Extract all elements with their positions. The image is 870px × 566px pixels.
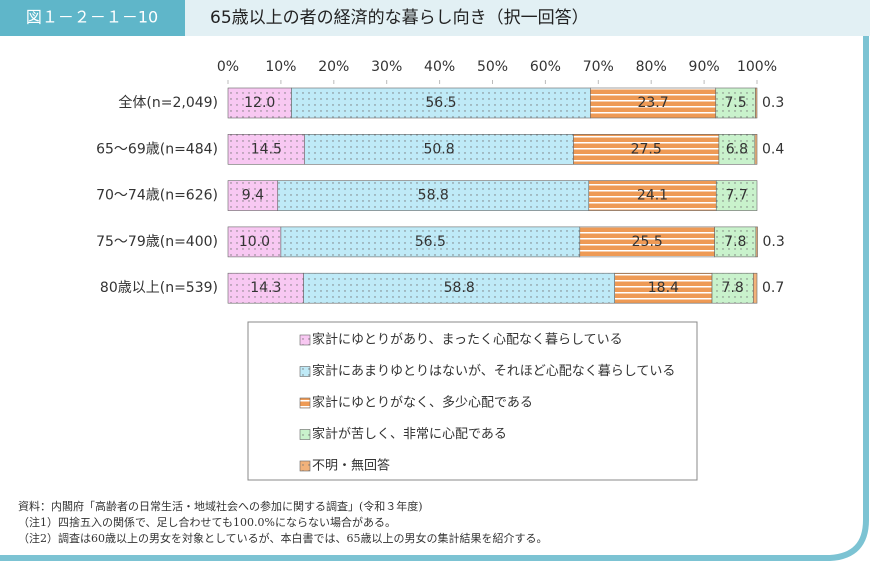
bar-segment [227, 272, 304, 304]
bar-segment [227, 226, 282, 258]
value-label: 25.5 [632, 234, 663, 250]
legend-label: 家計にあまりゆとりはないが、それほど心配なく暮らしている [312, 363, 675, 379]
bar-segment [614, 272, 713, 304]
x-tick-label: 70% [583, 59, 614, 75]
bar-segment [573, 134, 720, 165]
value-label: 12.0 [244, 95, 275, 111]
legend-swatch [299, 429, 311, 440]
bar-segment [588, 180, 717, 211]
value-label: 24.1 [637, 188, 668, 204]
bar-segment [590, 87, 717, 119]
bar-segment [227, 87, 292, 119]
x-tick-label: 90% [689, 59, 720, 75]
x-tick-label: 0% [217, 59, 239, 75]
figure-label-box [0, 0, 185, 36]
value-label: 56.5 [415, 234, 446, 250]
value-label: 23.7 [637, 95, 668, 111]
x-tick-label: 30% [371, 59, 402, 75]
value-label: 0.7 [762, 280, 784, 296]
value-label: 0.3 [763, 234, 785, 250]
bar-segment [303, 272, 615, 304]
bar-segment [277, 180, 590, 211]
chart-title: 65歳以上の者の経済的な暮らし向き（択一回答） [210, 8, 589, 28]
category-label: 75～79歳(n=400) [96, 234, 218, 250]
footnote: （注2）調査は60歳以上の男女を対象としているが、本白書では、65歳以上の男女の… [18, 531, 547, 545]
value-label: 0.4 [762, 141, 784, 157]
bar-segment [227, 134, 306, 165]
legend-swatch [299, 460, 311, 472]
frame [0, 36, 869, 561]
x-tick-label: 60% [530, 59, 561, 75]
legend-label: 家計にゆとりがあり、まったく心配なく暮らしている [312, 332, 623, 348]
legend-swatch [299, 334, 311, 346]
value-label: 0.3 [762, 95, 784, 111]
bar-segment [711, 272, 754, 304]
value-label: 10.0 [239, 234, 270, 250]
bar-segment [755, 87, 758, 119]
category-label: 全体(n=2,049) [118, 94, 218, 111]
footnote: 資料：内閣府「高齢者の日常生活・地域社会への参加に関する調査」(令和３年度) [18, 499, 423, 513]
value-label: 7.8 [722, 280, 744, 296]
legend-swatch [299, 397, 311, 409]
x-tick-label: 20% [318, 59, 349, 75]
footnote: （注1）四捨五入の関係で、足し合わせても100.0%にならない場合がある。 [18, 515, 396, 529]
bar-segment [755, 226, 758, 258]
x-tick-label: 100% [737, 59, 777, 75]
legend-label: 不明・無回答 [312, 458, 390, 474]
value-label: 58.8 [418, 188, 449, 204]
bar-segment [754, 134, 758, 165]
category-label: 70～74歳(n=626) [96, 188, 218, 204]
value-label: 18.4 [648, 280, 679, 296]
value-label: 56.5 [425, 95, 456, 111]
legend-label: 家計が苦しく、非常に心配である [312, 426, 507, 442]
bar-segment [579, 226, 715, 258]
bar-segment [714, 226, 757, 258]
x-tick-label: 40% [424, 59, 455, 75]
x-tick-label: 80% [636, 59, 667, 75]
bar-segment [291, 87, 591, 119]
figure-label: 図１－２－１－10 [26, 8, 158, 27]
value-label: 27.5 [631, 141, 662, 157]
legend-swatch [299, 366, 311, 377]
x-tick-label: 10% [265, 59, 296, 75]
category-label: 65～69歳(n=484) [96, 141, 218, 157]
legend-label: 家計にゆとりがなく、多少心配である [312, 395, 533, 411]
value-label: 14.3 [250, 280, 281, 296]
x-tick-label: 50% [477, 59, 508, 75]
legend-box [247, 321, 698, 481]
value-label: 9.4 [242, 188, 264, 204]
value-label: 14.5 [251, 141, 282, 157]
value-label: 6.8 [726, 141, 748, 157]
value-label: 50.8 [423, 141, 454, 157]
value-label: 7.5 [724, 95, 746, 111]
bar-segment [227, 180, 279, 211]
bar-segment [715, 180, 758, 211]
bar-segment [752, 272, 758, 304]
value-label: 7.7 [726, 188, 748, 204]
bar-segment [280, 226, 581, 258]
bar-segment [304, 134, 574, 165]
value-label: 58.8 [444, 280, 475, 296]
value-label: 7.8 [724, 234, 746, 250]
category-label: 80歳以上(n=539) [100, 280, 218, 296]
